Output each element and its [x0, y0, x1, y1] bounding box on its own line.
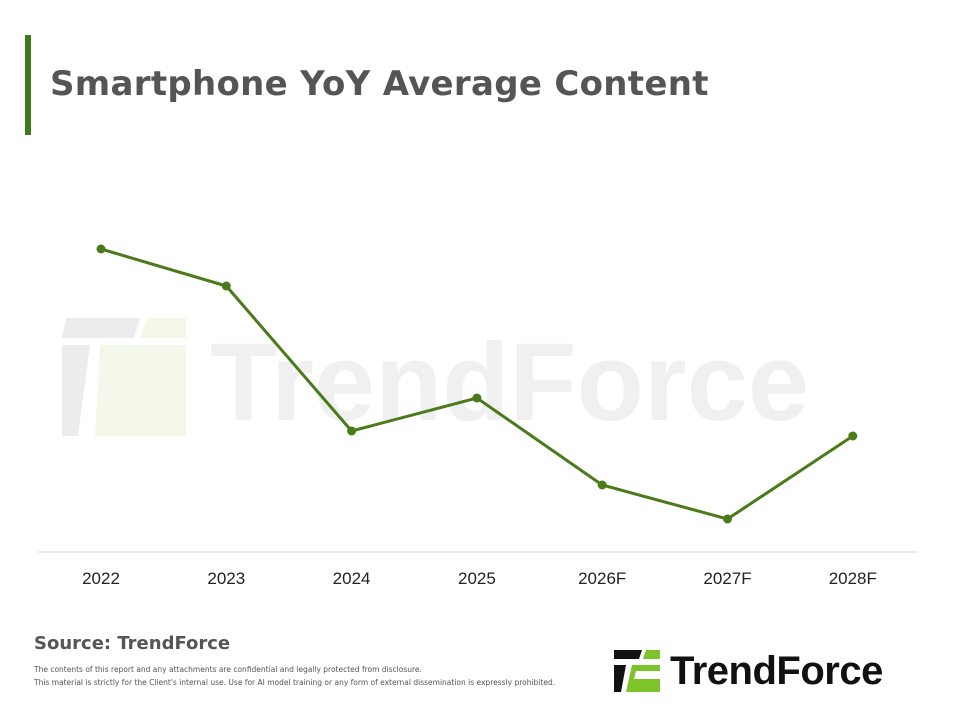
watermark-text: TrendForce — [210, 321, 809, 444]
disclaimer-line-2: This material is strictly for the Client… — [34, 678, 556, 687]
data-point-2028F — [848, 431, 858, 441]
x-tick-label: 2025 — [458, 569, 496, 588]
line-chart: TrendForce 2022 2023 2024 2025 2026F 2027F 202… — [38, 244, 918, 588]
x-tick-label: 2024 — [333, 569, 371, 588]
x-tick-label: 2023 — [207, 569, 245, 588]
trendforce-logo: TrendForce — [612, 648, 883, 694]
x-tick-label: 2028F — [829, 569, 877, 588]
title-accent-bar — [25, 35, 31, 135]
page-title: Smartphone YoY Average Content — [50, 64, 709, 104]
data-point-2024 — [347, 426, 357, 436]
x-tick-label: 2027F — [703, 569, 751, 588]
disclaimer-line-1: The contents of this report and any atta… — [34, 665, 422, 674]
data-point-2025 — [472, 393, 482, 403]
x-tick-label: 2026F — [578, 569, 626, 588]
data-point-2023 — [221, 281, 231, 291]
data-point-2026F — [597, 480, 607, 490]
x-tick-label: 2022 — [82, 569, 120, 588]
data-point-2027F — [723, 514, 732, 524]
data-point-2022 — [96, 244, 106, 254]
trendforce-logo-icon — [614, 650, 660, 692]
logo-text: TrendForce — [670, 648, 883, 693]
source-label: Source: TrendForce — [34, 633, 231, 654]
watermark: TrendForce — [62, 318, 809, 444]
